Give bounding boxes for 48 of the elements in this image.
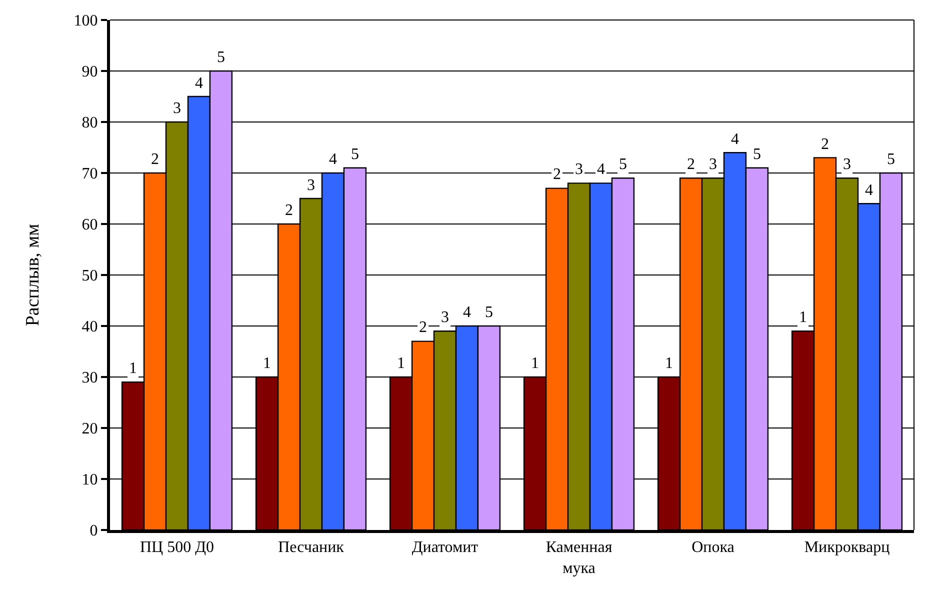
text: 5 <box>753 146 761 163</box>
y-tick-label: 90 <box>82 64 98 81</box>
series-label: 4 <box>195 75 203 92</box>
text: 4 <box>731 131 739 148</box>
y-axis-title: Расплыв, мм <box>22 224 44 326</box>
x-tick-label: Опока <box>692 539 734 556</box>
y-tick-label: 60 <box>82 216 98 234</box>
text: 1 <box>531 355 539 372</box>
x-tick-label: Диатомит <box>412 539 478 556</box>
text: 2 <box>285 202 293 219</box>
y-tick-label: 40 <box>82 318 98 336</box>
text: 3 <box>575 161 583 178</box>
series-label: 2 <box>821 136 829 153</box>
y-tick-label: 10 <box>82 472 98 489</box>
text: 3 <box>173 100 181 117</box>
text: 4 <box>329 151 337 168</box>
text: 2 <box>419 319 427 336</box>
text: 1 <box>665 355 673 372</box>
text: 2 <box>687 156 695 173</box>
x-tick-label: Песчаник <box>278 539 344 556</box>
x-tick-label: Микрокварц <box>804 539 890 556</box>
text: 5 <box>619 156 627 173</box>
text: 4 <box>597 161 605 178</box>
text: 5 <box>217 49 225 66</box>
y-tick-label: 100 <box>74 12 98 30</box>
text: 2 <box>151 151 159 168</box>
text: 4 <box>463 304 471 321</box>
y-tick-label: 50 <box>82 268 98 285</box>
text: 1 <box>397 355 405 372</box>
text: 3 <box>441 309 449 326</box>
text: 4 <box>865 182 873 199</box>
text: 3 <box>709 156 717 173</box>
y-tick-label: 30 <box>82 370 98 387</box>
text: 5 <box>485 304 493 321</box>
text: 1 <box>799 309 807 326</box>
y-tick-label: 20 <box>82 420 98 438</box>
x-tick-label: ПЦ 500 Д0 <box>140 539 214 556</box>
x-tick-label: Каменная мука <box>546 539 613 577</box>
series-label: 1 <box>263 355 271 372</box>
y-tick-label: 0 <box>90 522 98 540</box>
text: 2 <box>553 166 561 183</box>
y-tick-label: 80 <box>82 114 98 132</box>
text: 1 <box>129 360 137 377</box>
series-label: 5 <box>351 146 359 163</box>
series-label: 3 <box>307 177 315 194</box>
y-tick-label: 70 <box>82 166 98 183</box>
text: 3 <box>843 156 851 173</box>
text: 5 <box>887 151 895 168</box>
